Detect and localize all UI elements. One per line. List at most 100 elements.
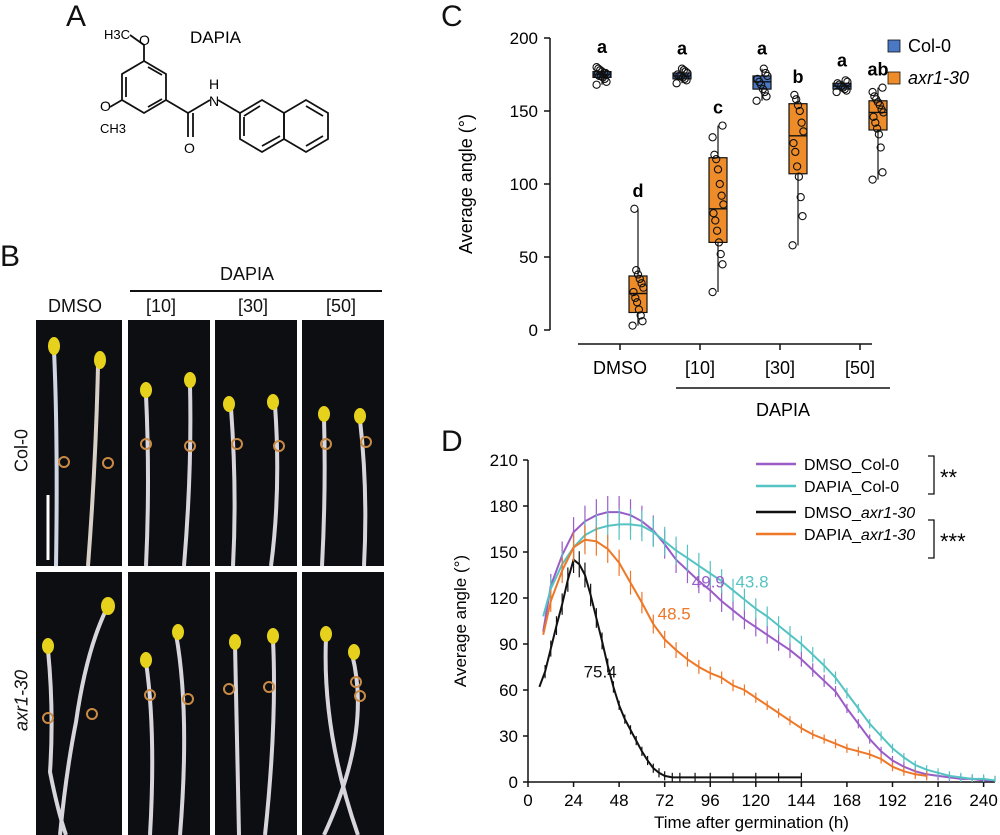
significance-letter: a (837, 50, 848, 70)
legend-swatch (887, 71, 901, 85)
atom-n: N (209, 93, 219, 109)
data-point (843, 77, 852, 86)
dapia-group-line (130, 290, 382, 292)
legend-label-main: DMSO_ (804, 457, 862, 474)
data-point (788, 241, 797, 250)
x-tick-label: [30] (765, 358, 795, 378)
significance-letter: a (757, 39, 768, 59)
y-tick-label: 0 (529, 321, 538, 340)
compound-name: DAPIA (190, 28, 242, 47)
seedlings-axr1-50 (320, 626, 366, 835)
data-point (632, 298, 642, 307)
x-tick-label: 240 (969, 791, 997, 810)
box-Col-0-[30] (752, 64, 772, 105)
y-tick-label: 210 (490, 451, 518, 470)
significance-axr1-bracket (928, 519, 935, 559)
data-point (762, 92, 771, 101)
data-point (869, 112, 878, 121)
data-point (753, 74, 762, 84)
significance-col0-bracket (928, 455, 935, 495)
y-tick-label: 150 (490, 543, 518, 562)
column-label-dmso: DMSO (48, 296, 102, 316)
data-point (795, 106, 804, 116)
legend-label: axr1-30 (908, 68, 969, 88)
series-DMSO_axr1-30 (538, 546, 802, 782)
data-point (631, 293, 640, 303)
column-label-50: [50] (326, 296, 357, 316)
data-point (759, 64, 768, 73)
x-tick-label: 216 (924, 791, 952, 810)
x-axis-label: Time after germination (h) (654, 813, 849, 832)
legend-label-genotype: Col-0 (861, 479, 899, 496)
series-DAPIA_Col-0 (542, 508, 996, 782)
data-point (868, 87, 877, 97)
seedlings-col0-30 (223, 394, 285, 566)
y-tick-label: 180 (490, 497, 518, 516)
data-point (832, 87, 841, 97)
data-point (835, 80, 844, 89)
significance-letter: a (597, 37, 608, 57)
seedlings-col0-50 (318, 406, 372, 566)
data-point (679, 65, 688, 75)
series-DMSO_Col-0 (542, 495, 996, 782)
data-point (868, 175, 877, 184)
legend-label: DMSO_axr1-30 (804, 505, 915, 522)
data-point (716, 249, 725, 259)
photo-col0-50 (302, 320, 384, 566)
x-tick-label: 72 (655, 791, 674, 810)
series-line (538, 557, 802, 779)
data-point (798, 211, 807, 221)
series-line (542, 523, 996, 782)
box (708, 157, 728, 244)
data-point (639, 283, 648, 292)
legend-label-main: DMSO_ (804, 505, 862, 522)
data-point (758, 84, 768, 94)
legend-label-genotype: axr1-30 (861, 527, 915, 544)
data-point (673, 70, 682, 79)
data-point (833, 79, 842, 88)
column-label-30: [30] (238, 296, 269, 316)
data-point (712, 226, 722, 235)
chart-c-boxplot: 0 50 100 150 200 Average angle (°) DMSO [10] [30… (456, 29, 969, 420)
data-point (638, 317, 647, 326)
seedlings-axr1-30 (223, 628, 279, 835)
data-point (841, 76, 850, 85)
data-point (717, 191, 726, 200)
y-tick-label: 150 (510, 102, 538, 121)
y-tick-label: 90 (499, 635, 518, 654)
x-tick-label: [10] (685, 358, 715, 378)
data-point (874, 130, 884, 139)
data-point (629, 287, 638, 297)
data-point (635, 274, 644, 284)
data-point (713, 165, 723, 174)
photo-axr1-dmso (36, 572, 122, 835)
y-tick-label: 0 (509, 773, 518, 792)
panel-a-letter: A (66, 0, 87, 33)
atom-ch3-bottom: CH3 (100, 121, 126, 136)
data-point (633, 270, 643, 279)
box-Col-0-[50] (832, 76, 852, 97)
box-axr1-30-[30] (788, 90, 808, 250)
x-tick-label: 96 (701, 791, 720, 810)
photo-col0-10 (128, 320, 210, 566)
x-tick-label: 120 (742, 791, 770, 810)
seedlings-axr1-10 (140, 624, 194, 835)
data-point (796, 192, 805, 202)
legend-label-genotype: axr1-30 (861, 505, 915, 522)
x-tick-label: 168 (833, 791, 861, 810)
dapia-structure: H3C O O CH3 O N H DAPIA (100, 27, 329, 156)
atom-ch3-top: H3C (104, 27, 130, 42)
significance-letter: c (713, 98, 723, 118)
x-tick-label: 192 (878, 791, 906, 810)
data-point (710, 150, 719, 159)
data-point (632, 265, 641, 275)
legend-label-genotype: Col-0 (861, 457, 899, 474)
data-point (877, 105, 886, 114)
box-Col-0-[10] (672, 64, 692, 88)
y-axis-label: Average angle (°) (456, 114, 476, 254)
data-point (715, 179, 724, 189)
significance-axr1-label: *** (940, 529, 966, 554)
atom-h: H (209, 76, 219, 92)
box-axr1-30-DMSO (628, 204, 648, 330)
data-point (876, 143, 885, 152)
